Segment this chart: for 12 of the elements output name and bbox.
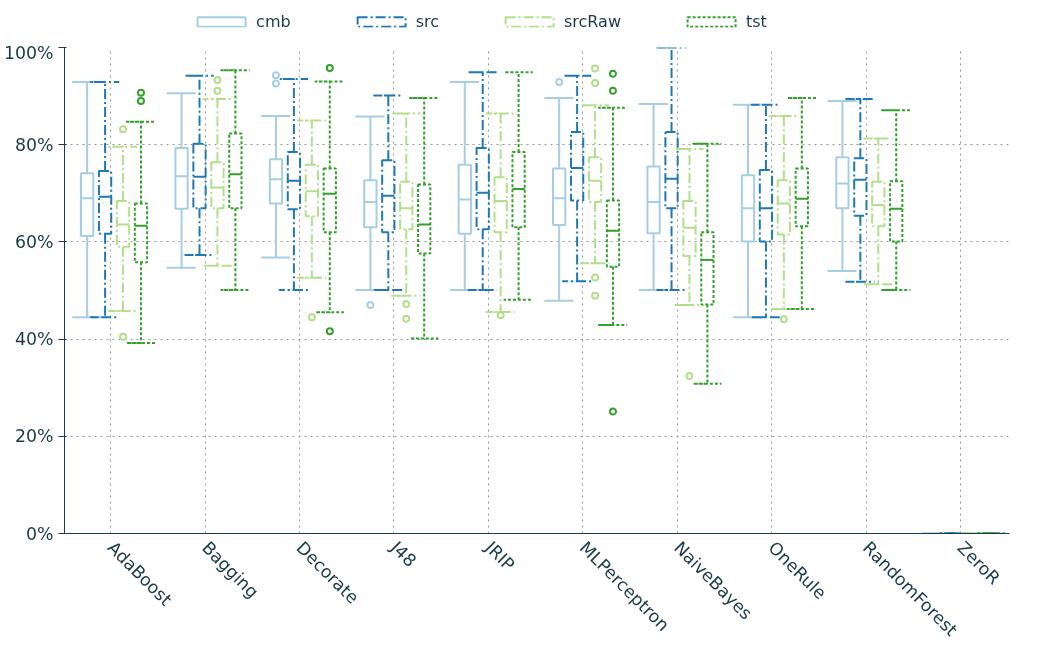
y-tick-label: 100% [3,42,54,63]
x-tick-label: J48 [386,536,421,571]
y-tick-label: 80% [14,134,54,155]
y-tick-label: 20% [14,426,54,447]
legend-label: cmb [256,11,291,31]
legend-label: tst [746,11,767,31]
y-tick-label: 40% [14,329,54,350]
y-tick-label: 60% [14,231,54,252]
legend-label: srcRaw [563,11,621,31]
x-tick-label: JRIP [480,536,519,575]
y-tick-label: 0% [26,523,54,544]
legend-label: src [415,11,439,31]
